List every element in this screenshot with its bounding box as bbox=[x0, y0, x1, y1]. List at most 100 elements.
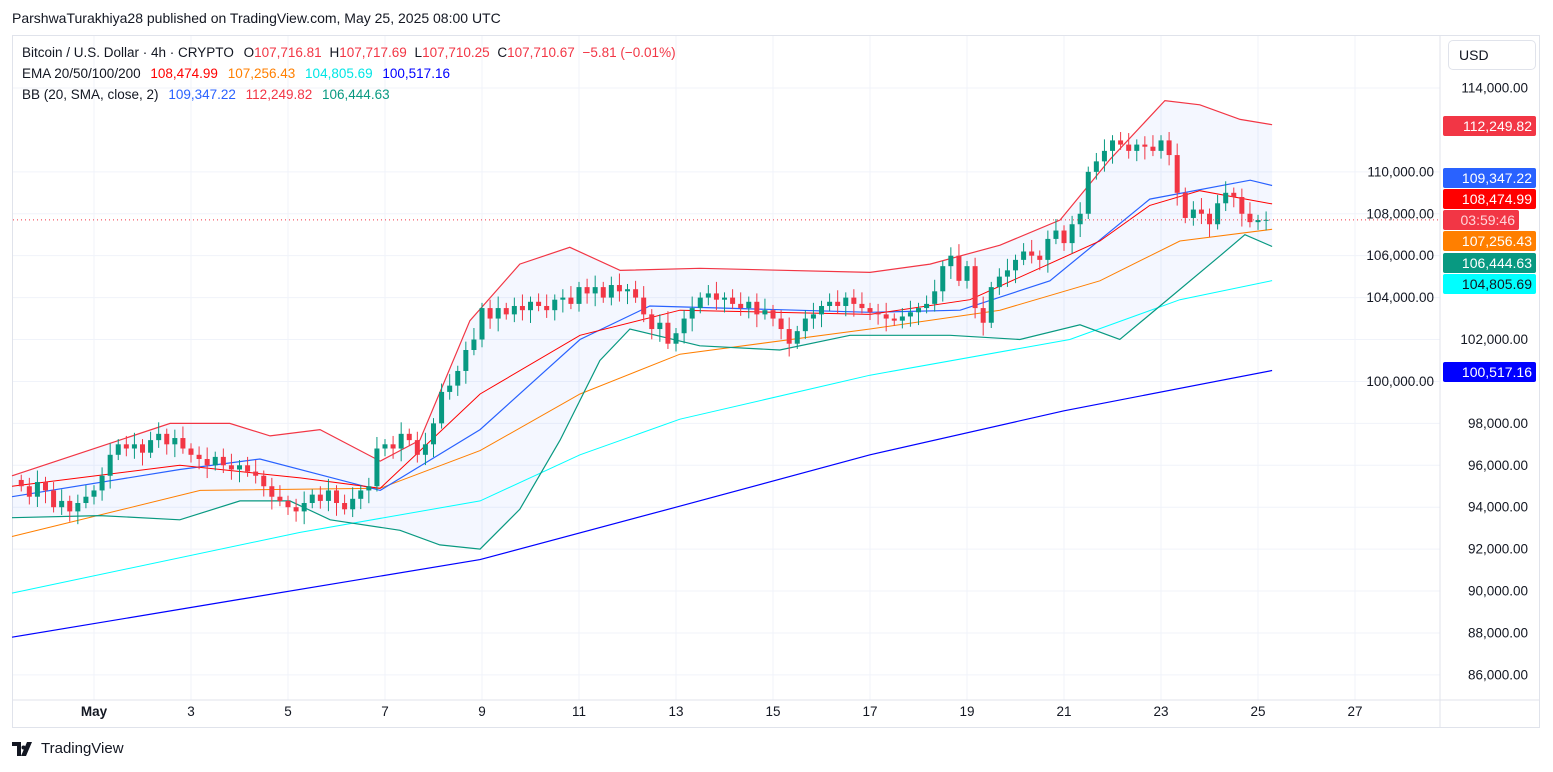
candle-body bbox=[245, 465, 251, 472]
candle-body bbox=[1101, 150, 1107, 162]
candle-body bbox=[1263, 219, 1269, 221]
bb-legend: BB (20, SMA, close, 2) 109,347.22 112,24… bbox=[22, 87, 396, 102]
candle-body bbox=[390, 444, 396, 449]
candle-body bbox=[43, 482, 49, 491]
candle-body bbox=[956, 255, 962, 281]
countdown-badge: 03:59:46 bbox=[1461, 212, 1516, 228]
tradingview-logo[interactable]: TradingView bbox=[12, 740, 124, 757]
symbol-legend: Bitcoin / U.S. Dollar · 4h · CRYPTO O107… bbox=[22, 45, 682, 60]
candle-body bbox=[1255, 220, 1261, 223]
price-tick-label: 102,000.00 bbox=[1460, 332, 1528, 347]
candle-body bbox=[75, 503, 81, 512]
candle-body bbox=[212, 456, 218, 466]
candle-body bbox=[91, 490, 97, 497]
candle-body bbox=[156, 433, 162, 441]
candle-body bbox=[18, 479, 24, 487]
candle-body bbox=[51, 490, 57, 508]
price-tick-label: 98,000.00 bbox=[1468, 416, 1528, 431]
candle-body bbox=[1013, 259, 1019, 271]
candle-body bbox=[188, 448, 194, 455]
time-tick-label: 7 bbox=[381, 704, 389, 719]
candle-body bbox=[374, 448, 380, 487]
price-tick-label: 96,000.00 bbox=[1468, 458, 1528, 473]
open-label: O bbox=[243, 45, 255, 60]
symbol-title[interactable]: Bitcoin / U.S. Dollar · 4h · CRYPTO bbox=[22, 45, 234, 60]
candle-body bbox=[746, 301, 752, 309]
candle-body bbox=[503, 308, 509, 315]
candle-body bbox=[697, 297, 703, 309]
price-tick-label: 114,000.00 bbox=[1461, 81, 1528, 96]
candle-body bbox=[665, 322, 671, 344]
candle-body bbox=[495, 308, 501, 319]
time-tick-label: 15 bbox=[765, 704, 780, 719]
candle-body bbox=[228, 465, 234, 470]
candle-body bbox=[431, 423, 437, 445]
candle-body bbox=[770, 310, 776, 319]
candle-body bbox=[649, 314, 655, 330]
candle-body bbox=[1198, 209, 1204, 214]
price-tick-label: 110,000.00 bbox=[1367, 164, 1434, 179]
candle-body bbox=[519, 305, 525, 311]
publisher-line: ParshwaTurakhiya28 published on TradingV… bbox=[12, 10, 501, 26]
candle-body bbox=[1231, 192, 1237, 197]
bb-basis-price-badge-bg bbox=[1443, 168, 1536, 188]
candle-body bbox=[883, 314, 889, 319]
candle-body bbox=[705, 293, 711, 298]
candle-body bbox=[196, 454, 202, 459]
ema200-price-badge: 100,517.16 bbox=[1462, 364, 1532, 380]
candle-body bbox=[1085, 171, 1091, 214]
candle-body bbox=[34, 482, 40, 497]
candle-body bbox=[1004, 270, 1010, 277]
candle-body bbox=[681, 318, 687, 334]
bb-lower-price-badge-bg bbox=[1443, 253, 1536, 273]
candle-body bbox=[463, 350, 469, 371]
logo-text: TradingView bbox=[41, 740, 124, 757]
candle-body bbox=[277, 496, 283, 501]
price-tick-label: 100,000.00 bbox=[1366, 374, 1434, 389]
candle-body bbox=[802, 318, 808, 332]
candle-body bbox=[123, 444, 129, 449]
candle-body bbox=[536, 301, 542, 306]
candle-body bbox=[972, 266, 978, 309]
candle-body bbox=[916, 308, 922, 313]
candle-body bbox=[1118, 140, 1124, 145]
candle-body bbox=[1166, 140, 1172, 156]
tradingview-logo-icon bbox=[12, 741, 32, 756]
bb-title[interactable]: BB (20, SMA, close, 2) bbox=[22, 87, 159, 102]
candle-body bbox=[479, 308, 485, 340]
countdown-badge-bg bbox=[1443, 210, 1519, 230]
candle-body bbox=[269, 486, 275, 497]
ohlc-close: C107,710.67 bbox=[497, 45, 574, 60]
candle-body bbox=[1207, 213, 1213, 225]
price-tick-label: 106,000.00 bbox=[1366, 248, 1434, 263]
candle-body bbox=[827, 301, 833, 306]
candle-body bbox=[471, 339, 477, 350]
candle-body bbox=[59, 500, 65, 508]
candle-body bbox=[843, 297, 849, 306]
candle-body bbox=[996, 276, 1002, 288]
ema20-price-badge-bg bbox=[1443, 189, 1536, 209]
candle-body bbox=[1215, 203, 1221, 225]
candle-body bbox=[1077, 213, 1083, 225]
candle-body bbox=[107, 454, 113, 476]
ema-title[interactable]: EMA 20/50/100/200 bbox=[22, 66, 141, 81]
candle-body bbox=[1061, 230, 1067, 244]
candle-body bbox=[657, 322, 663, 330]
candle-body bbox=[875, 312, 881, 315]
candle-body bbox=[285, 500, 291, 508]
candle-body bbox=[1093, 161, 1099, 172]
candle-body bbox=[511, 305, 517, 315]
candle-body bbox=[778, 318, 784, 330]
candle-body bbox=[924, 303, 930, 309]
candle-body bbox=[342, 503, 348, 510]
candle-body bbox=[180, 438, 186, 449]
candle-body bbox=[608, 285, 614, 298]
candle-body bbox=[835, 301, 841, 306]
currency-button[interactable]: USD bbox=[1448, 40, 1536, 70]
candle-body bbox=[899, 316, 905, 321]
price-tick-label: 86,000.00 bbox=[1468, 667, 1528, 682]
price-tick-label: 92,000.00 bbox=[1468, 542, 1528, 557]
price-tick-label: 90,000.00 bbox=[1468, 584, 1528, 599]
candle-body bbox=[204, 458, 210, 466]
